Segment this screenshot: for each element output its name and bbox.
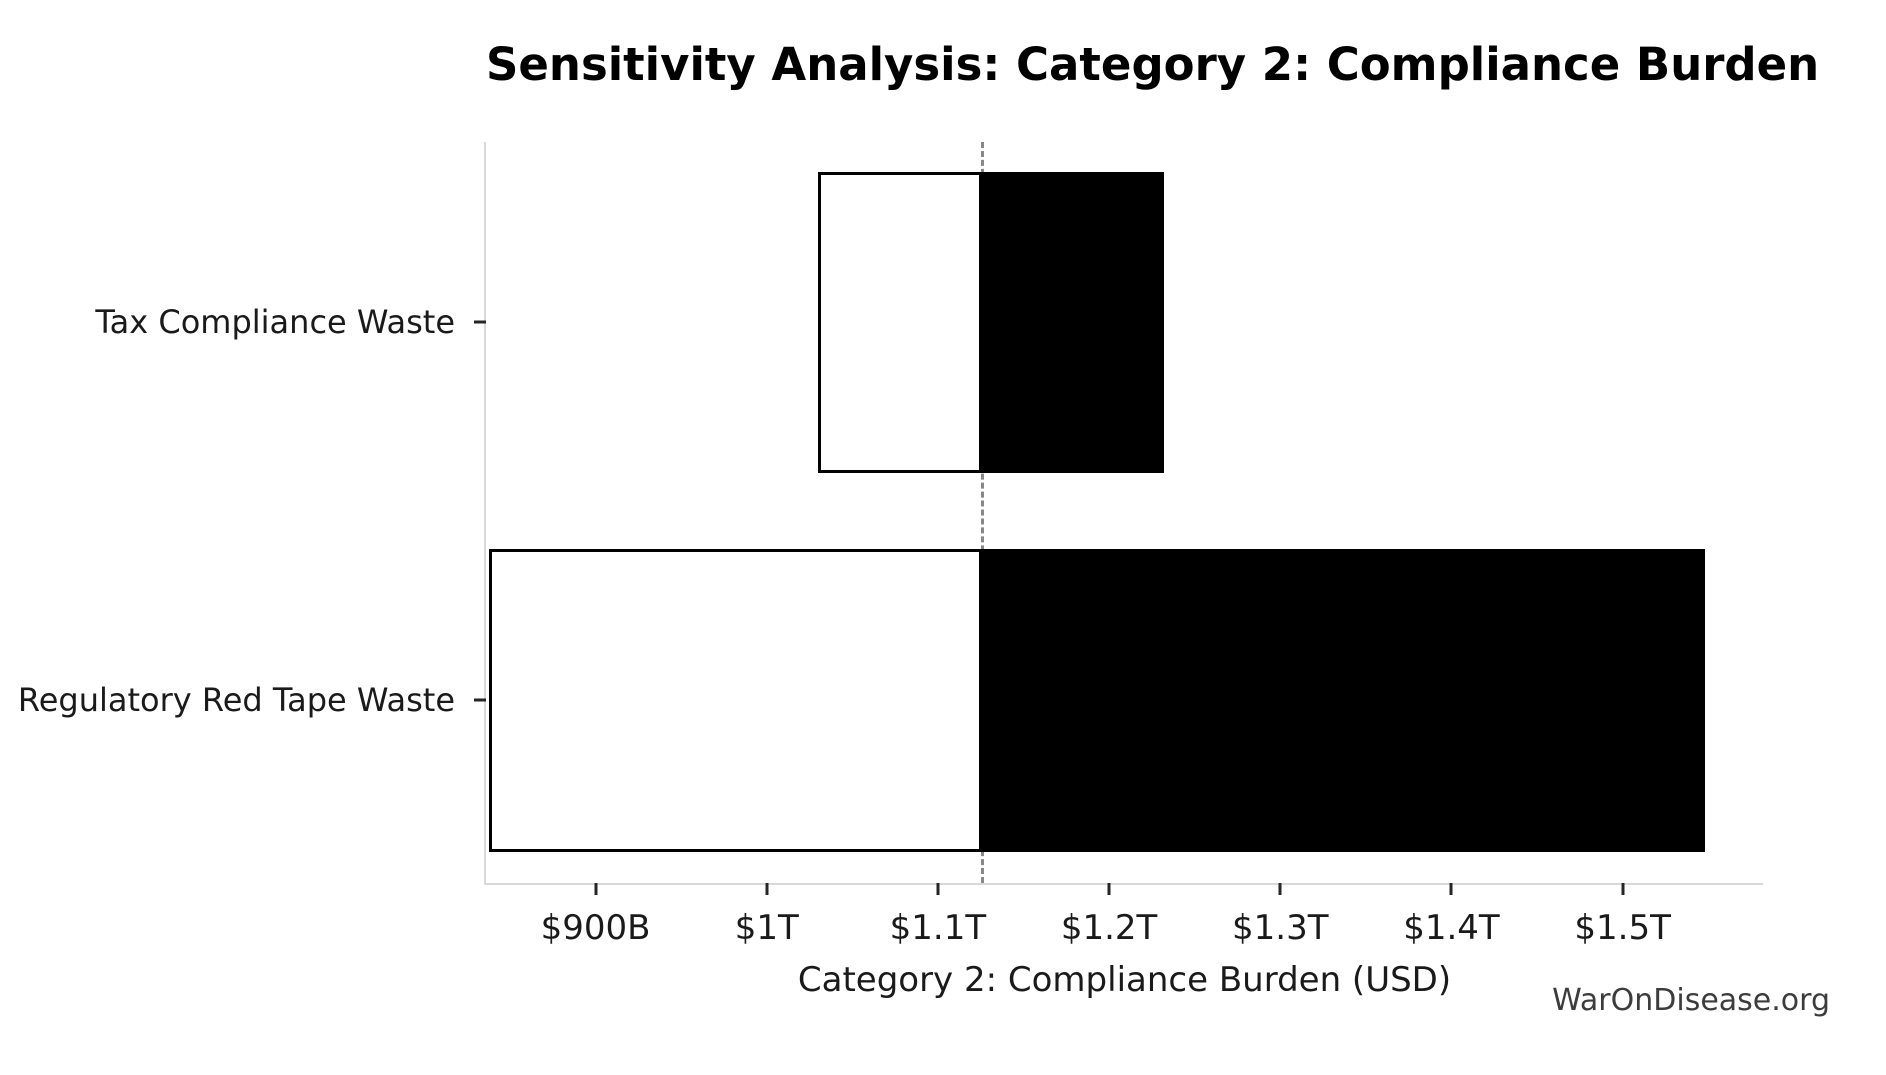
- bar-low-segment: [489, 549, 983, 853]
- bar-high-segment: [982, 172, 1164, 473]
- x-axis-tick: [1278, 883, 1282, 895]
- baseline-dashed-line: [980, 142, 984, 883]
- x-axis-tick-label: $1.4T: [1403, 908, 1500, 948]
- x-axis-spine: [484, 883, 1763, 885]
- y-axis-spine: [484, 142, 486, 883]
- watermark: WarOnDisease.org: [1552, 983, 1830, 1018]
- x-axis-tick: [936, 883, 940, 895]
- x-axis-tick-label: $1T: [734, 908, 799, 948]
- x-axis-tick: [1107, 883, 1111, 895]
- y-axis-tick: [474, 320, 486, 324]
- x-axis-tick: [765, 883, 769, 895]
- x-axis-title: Category 2: Compliance Burden (USD): [797, 960, 1452, 1000]
- x-axis-tick-label: $1.1T: [889, 908, 987, 948]
- x-axis-tick: [1621, 883, 1625, 895]
- chart-title: Sensitivity Analysis: Category 2: Compli…: [486, 38, 1820, 91]
- x-axis-tick-label: $1.5T: [1574, 908, 1671, 948]
- bar-low-segment: [818, 172, 983, 473]
- category-label-tax-compliance-waste: Tax Compliance Waste: [95, 303, 455, 341]
- category-label-regulatory-red-tape-waste: Regulatory Red Tape Waste: [17, 681, 455, 719]
- x-axis-tick-label: $900B: [540, 908, 651, 948]
- x-axis-tick-label: $1.2T: [1060, 908, 1158, 948]
- x-axis-tick: [1449, 883, 1453, 895]
- bar-high-segment: [982, 549, 1705, 853]
- y-axis-tick: [474, 698, 486, 702]
- x-axis-tick-label: $1.3T: [1232, 908, 1329, 948]
- x-axis-tick: [594, 883, 598, 895]
- plot-area: [484, 142, 1763, 885]
